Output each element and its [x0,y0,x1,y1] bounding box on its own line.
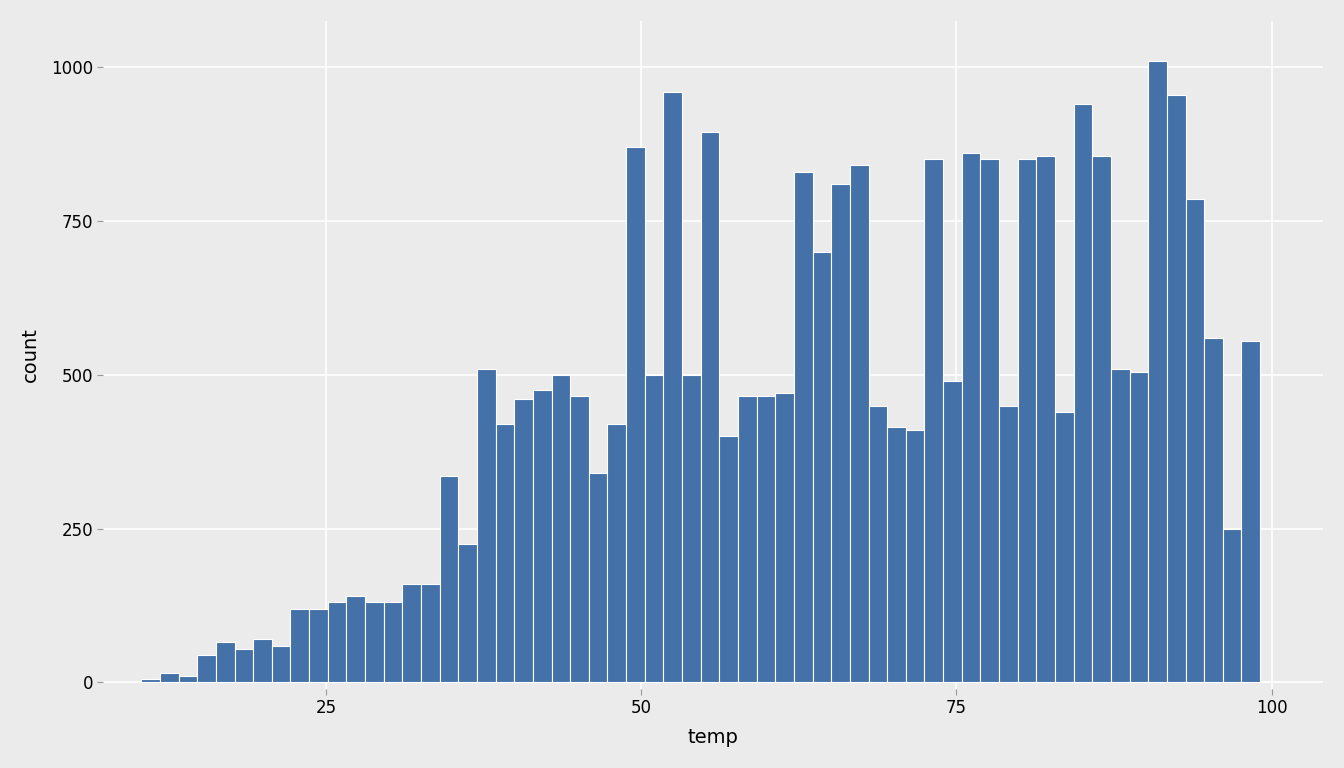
Bar [216,643,235,683]
Bar [1185,200,1204,683]
Bar [1111,369,1129,683]
Bar [757,396,775,683]
Bar [1223,528,1242,683]
Y-axis label: count: count [22,327,40,382]
Bar [1204,338,1223,683]
Bar [458,544,477,683]
Bar [607,424,626,683]
Bar [384,602,402,683]
Bar [198,655,216,683]
Bar [831,184,849,683]
Bar [366,602,384,683]
Bar [439,476,458,683]
Bar [925,159,943,683]
Bar [347,596,366,683]
Bar [719,436,738,683]
Bar [980,159,999,683]
Bar [1093,156,1111,683]
Bar [738,396,757,683]
Bar [681,375,700,683]
Bar [421,584,439,683]
Bar [290,608,309,683]
X-axis label: temp: temp [688,728,739,747]
Bar [813,252,831,683]
Bar [906,430,925,683]
Bar [589,473,607,683]
Bar [179,677,198,683]
Bar [794,171,813,683]
Bar [515,399,534,683]
Bar [849,165,868,683]
Bar [309,608,328,683]
Bar [1055,412,1074,683]
Bar [551,375,570,683]
Bar [626,147,645,683]
Bar [1129,372,1148,683]
Bar [534,390,551,683]
Bar [645,375,664,683]
Bar [160,674,179,683]
Bar [402,584,421,683]
Bar [887,427,906,683]
Bar [235,649,253,683]
Bar [700,131,719,683]
Bar [1036,156,1055,683]
Bar [271,646,290,683]
Bar [775,393,794,683]
Bar [943,381,962,683]
Bar [962,153,980,683]
Bar [1017,159,1036,683]
Bar [1148,61,1167,683]
Bar [570,396,589,683]
Bar [664,91,681,683]
Bar [253,640,271,683]
Bar [1074,104,1093,683]
Bar [477,369,496,683]
Bar [496,424,515,683]
Bar [1242,341,1261,683]
Bar [999,406,1017,683]
Bar [1167,94,1185,683]
Bar [328,602,347,683]
Bar [141,680,160,683]
Bar [868,406,887,683]
